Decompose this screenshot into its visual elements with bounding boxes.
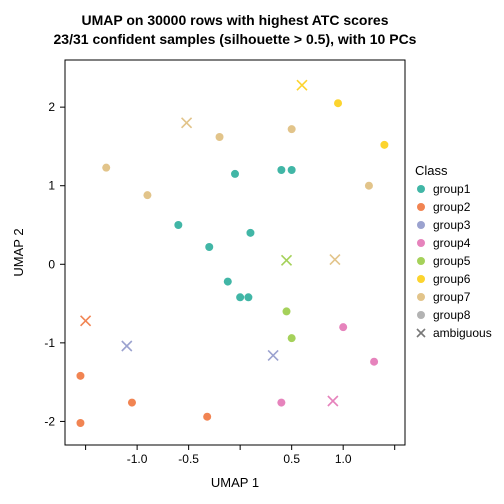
legend-label: ambiguous — [433, 326, 492, 340]
legend-item — [417, 239, 425, 247]
y-axis-label: UMAP 2 — [11, 228, 26, 276]
data-point — [334, 99, 342, 107]
dot-icon — [417, 275, 425, 283]
data-point — [76, 372, 84, 380]
legend-label: group7 — [433, 290, 471, 304]
legend-label: group4 — [433, 236, 471, 250]
data-point — [365, 182, 373, 190]
legend-item — [417, 221, 425, 229]
dot-icon — [417, 311, 425, 319]
data-point — [277, 399, 285, 407]
dot-icon — [417, 257, 425, 265]
legend-label: group1 — [433, 182, 471, 196]
legend-item — [417, 203, 425, 211]
data-point — [143, 191, 151, 199]
legend-item — [417, 257, 425, 265]
legend-item — [417, 185, 425, 193]
data-point — [102, 164, 110, 172]
chart-bg — [0, 0, 504, 504]
title-line-2: 23/31 confident samples (silhouette > 0.… — [54, 31, 417, 47]
dot-icon — [417, 221, 425, 229]
x-tick-label: -1.0 — [127, 452, 148, 466]
dot-icon — [417, 185, 425, 193]
data-point — [246, 229, 254, 237]
y-tick-label: 2 — [48, 100, 55, 114]
data-point — [288, 334, 296, 342]
data-point — [76, 419, 84, 427]
data-point — [203, 413, 211, 421]
data-point — [174, 221, 182, 229]
data-point — [339, 323, 347, 331]
data-point — [288, 125, 296, 133]
legend-item — [417, 293, 425, 301]
x-tick-label: 0.5 — [283, 452, 300, 466]
dot-icon — [417, 293, 425, 301]
legend-label: group6 — [433, 272, 471, 286]
legend-title: Class — [415, 163, 448, 178]
data-point — [288, 166, 296, 174]
dot-icon — [417, 239, 425, 247]
x-axis-label: UMAP 1 — [211, 475, 259, 490]
y-tick-label: -2 — [44, 414, 55, 428]
data-point — [224, 278, 232, 286]
data-point — [236, 293, 244, 301]
data-point — [128, 399, 136, 407]
data-point — [216, 133, 224, 141]
legend-label: group8 — [433, 308, 471, 322]
y-tick-label: 1 — [48, 179, 55, 193]
legend-item — [417, 275, 425, 283]
data-point — [277, 166, 285, 174]
data-point — [244, 293, 252, 301]
legend-label: group3 — [433, 218, 471, 232]
x-tick-label: 1.0 — [335, 452, 352, 466]
y-tick-label: -1 — [44, 336, 55, 350]
y-tick-label: 0 — [48, 257, 55, 271]
data-point — [380, 141, 388, 149]
x-tick-label: -0.5 — [178, 452, 199, 466]
data-point — [283, 307, 291, 315]
legend-label: group2 — [433, 200, 471, 214]
legend-label: group5 — [433, 254, 471, 268]
dot-icon — [417, 203, 425, 211]
data-point — [205, 243, 213, 251]
legend-item — [417, 311, 425, 319]
data-point — [370, 358, 378, 366]
data-point — [231, 170, 239, 178]
title-line-1: UMAP on 30000 rows with highest ATC scor… — [81, 12, 388, 28]
